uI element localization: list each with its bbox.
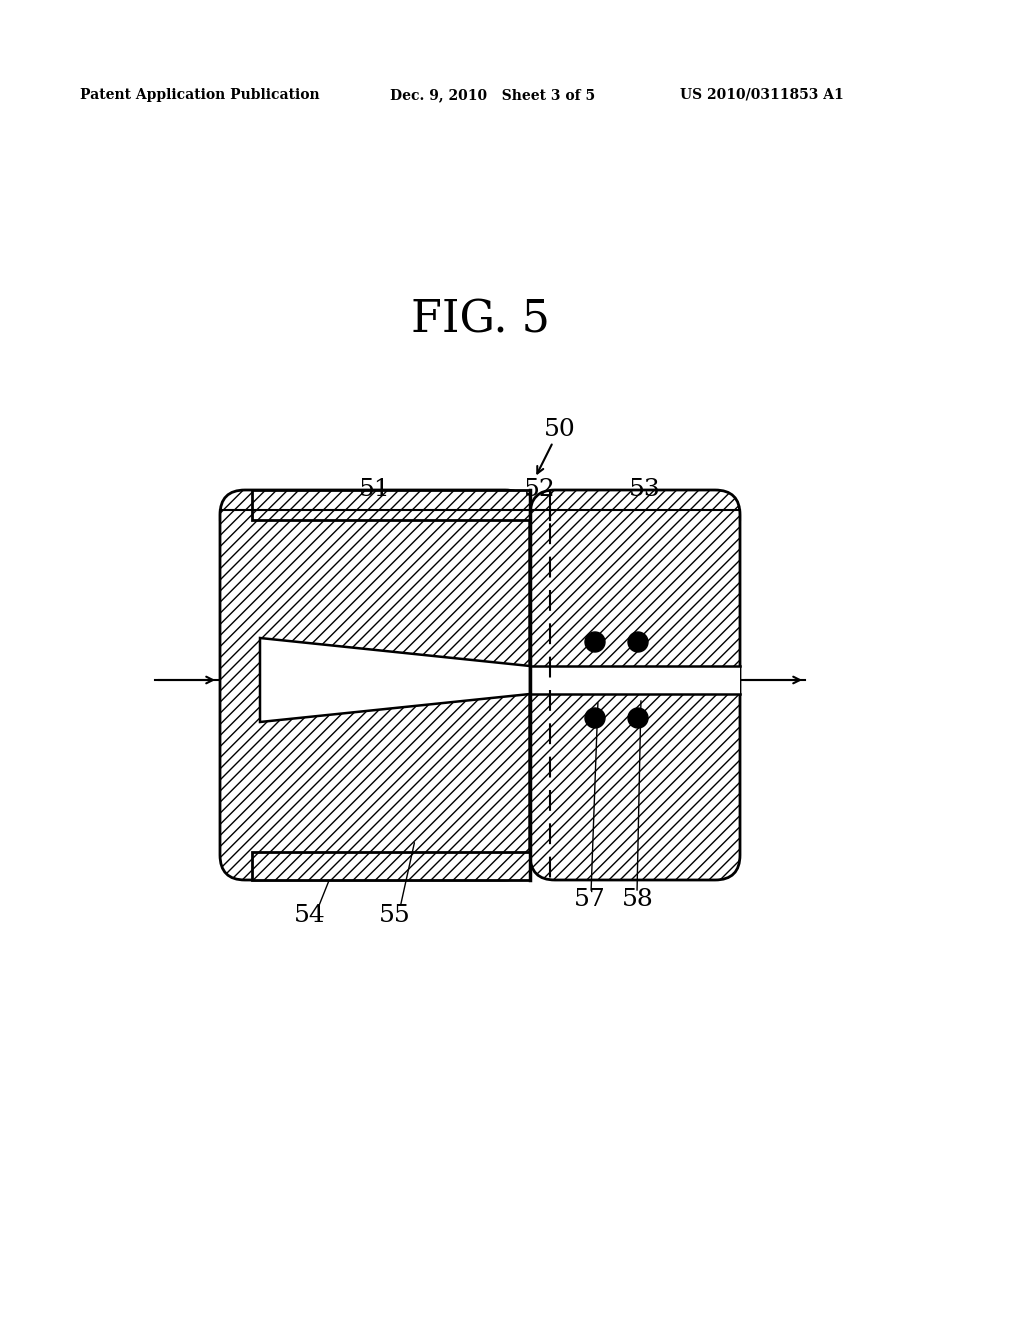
Text: 57: 57 xyxy=(574,888,606,912)
Polygon shape xyxy=(260,638,530,722)
Circle shape xyxy=(628,632,648,652)
Bar xyxy=(252,490,530,520)
Text: 52: 52 xyxy=(524,479,556,502)
Text: 53: 53 xyxy=(629,479,660,502)
Polygon shape xyxy=(530,667,740,694)
Circle shape xyxy=(585,708,605,729)
Text: 51: 51 xyxy=(359,479,391,502)
Text: Patent Application Publication: Patent Application Publication xyxy=(80,88,319,102)
Circle shape xyxy=(628,708,648,729)
Text: 54: 54 xyxy=(294,903,326,927)
Text: FIG. 5: FIG. 5 xyxy=(411,298,550,342)
Bar xyxy=(252,851,530,880)
Text: US 2010/0311853 A1: US 2010/0311853 A1 xyxy=(680,88,844,102)
Circle shape xyxy=(585,632,605,652)
Text: 50: 50 xyxy=(544,418,575,441)
Bar xyxy=(252,490,530,520)
Text: Dec. 9, 2010   Sheet 3 of 5: Dec. 9, 2010 Sheet 3 of 5 xyxy=(390,88,595,102)
Text: 58: 58 xyxy=(623,888,654,912)
Bar xyxy=(252,851,530,880)
FancyBboxPatch shape xyxy=(220,490,530,880)
Text: 55: 55 xyxy=(379,903,411,927)
FancyBboxPatch shape xyxy=(530,490,740,880)
